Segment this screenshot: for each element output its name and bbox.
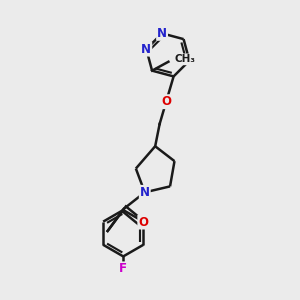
Text: N: N <box>157 27 167 40</box>
Text: N: N <box>141 43 151 56</box>
Text: CH₃: CH₃ <box>174 54 195 64</box>
Text: O: O <box>161 95 171 108</box>
Text: O: O <box>138 216 148 229</box>
Text: N: N <box>140 186 150 199</box>
Text: F: F <box>119 262 127 275</box>
